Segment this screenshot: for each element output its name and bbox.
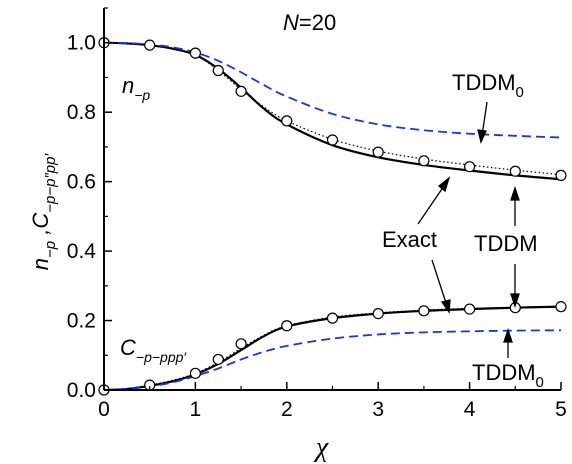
- c-series-label: C−p−ppp′: [120, 335, 187, 365]
- x-tick-label: 0: [98, 398, 110, 421]
- y-axis-title: n−p ,C−p−p″pp′: [28, 153, 59, 271]
- series-C-tddm-marker: [418, 305, 430, 317]
- tick-labels: 0 1 2 3 4 5 0.0 0.2 0.4 0.6 0.8 1.0: [67, 32, 567, 421]
- n-series-label: n−p: [122, 73, 150, 103]
- arrow-tddm0-top-head: [477, 129, 487, 144]
- y-axis-n-sub: −p: [42, 241, 59, 258]
- series-C-tddm-marker: [555, 301, 567, 313]
- n-label: n: [122, 73, 134, 98]
- series-n-tddm-marker: [212, 64, 224, 77]
- c-label: C: [120, 335, 136, 360]
- y-tick-label: 1.0: [67, 32, 96, 55]
- tddm0-bottom-base: TDDM: [472, 360, 536, 385]
- panel-title: N=20: [283, 10, 336, 35]
- series-C-tddm-marker: [235, 338, 247, 350]
- y-axis-c: C: [28, 213, 53, 229]
- tddm0-bottom-label: TDDM0: [472, 360, 544, 391]
- x-axis-title: χ: [313, 432, 329, 463]
- tddm0-top-base: TDDM: [452, 70, 516, 95]
- series-C-tddm-marker: [189, 367, 201, 379]
- series-C-tddm-marker: [326, 312, 339, 324]
- tddm-label: TDDM: [474, 231, 538, 256]
- tddm0-top-sub: 0: [516, 84, 524, 101]
- series-C-tddm-marker: [281, 320, 293, 332]
- series-C-tddm-marker: [464, 303, 476, 315]
- arrow-exact-bottom: [431, 259, 448, 307]
- series-C-tddm-marker: [372, 308, 384, 320]
- y-tick-label: 0.6: [67, 171, 96, 194]
- series-n-tddm-marker: [235, 85, 247, 97]
- series-n-tddm0-line: [103, 41, 562, 139]
- series-n-tddm-marker: [326, 134, 339, 146]
- series-n-exact-line: [103, 41, 562, 181]
- y-tick-label: 0.8: [67, 101, 96, 124]
- series-C-tddm-line: [103, 305, 562, 391]
- series-C-tddm-marker: [212, 353, 224, 366]
- arrow-exact-bottom-head: [440, 299, 451, 314]
- tddm0-bottom-sub: 0: [536, 374, 544, 391]
- panel-title-var: N: [283, 10, 299, 35]
- y-tick-label: 0.4: [67, 240, 97, 263]
- plot-area: [98, 37, 567, 396]
- y-tick-label: 0.0: [67, 379, 96, 402]
- y-tick-label: 0.2: [67, 310, 96, 333]
- series-C-exact-line: [103, 305, 562, 392]
- x-tick-label: 3: [372, 398, 384, 421]
- series-n-tddm-marker: [372, 146, 384, 158]
- tddm0-top-label: TDDM0: [452, 70, 524, 101]
- series-n-tddm-marker: [281, 115, 293, 127]
- series-n-tddm-marker: [464, 161, 476, 173]
- axes: [103, 7, 562, 391]
- x-tick-label: 4: [464, 398, 476, 421]
- exact-label: Exact: [382, 227, 437, 252]
- arrow-tddm-top-head: [510, 185, 520, 201]
- svg-text:n−p ,C−p−p″pp′: n−p ,C−p−p″pp′: [28, 153, 59, 271]
- series-layer: [103, 41, 562, 392]
- arrow-tddm0-bottom-head: [503, 327, 513, 343]
- series-n-tddm-marker: [509, 165, 521, 177]
- arrow-exact-top-head: [437, 176, 451, 193]
- y-axis-comma: ,: [28, 229, 53, 241]
- x-tick-label: 5: [555, 398, 567, 421]
- arrow-tddm-bottom-head: [510, 293, 520, 309]
- n-label-sub: −p: [134, 87, 150, 103]
- panel-title-eq: =20: [299, 10, 336, 35]
- x-tick-label: 2: [281, 398, 293, 421]
- series-n-tddm-marker: [418, 155, 430, 167]
- c-label-sub: −p−ppp′: [136, 349, 187, 365]
- series-n-tddm-line: [103, 42, 562, 176]
- series-n-tddm-marker: [144, 39, 156, 51]
- arrow-exact-top: [417, 182, 447, 225]
- y-axis-c-sub: −p−p″pp′: [42, 153, 59, 213]
- y-axis-n: n: [28, 258, 53, 270]
- series-n-tddm-marker: [555, 169, 567, 181]
- series-n-tddm-marker: [189, 47, 201, 59]
- annotation-arrows: [417, 101, 520, 358]
- x-tick-label: 1: [190, 398, 202, 421]
- marker-layer: [98, 37, 567, 396]
